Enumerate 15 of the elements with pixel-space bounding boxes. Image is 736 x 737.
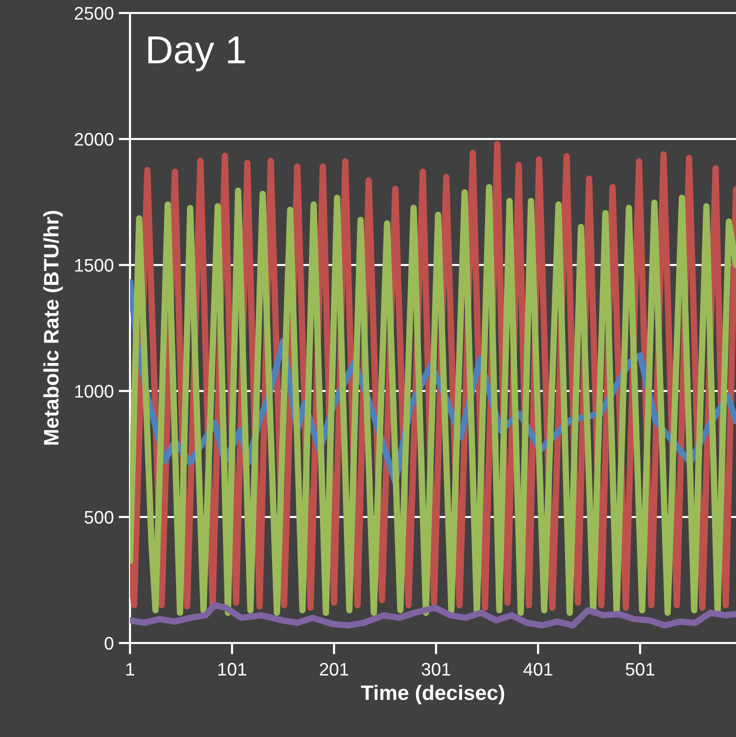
x-tick-label: 201 xyxy=(320,662,348,676)
y-tick-label: 2500 xyxy=(74,6,114,20)
y-tick-label: 2000 xyxy=(74,132,114,146)
text: Day 1 xyxy=(148,36,245,72)
y-axis-title: Metabolic Rate (BTU/hr) xyxy=(43,210,63,445)
x-tick-label: 1 xyxy=(126,663,134,676)
x-axis-title: Time (decisec) xyxy=(361,684,504,704)
y-tick-label: 1000 xyxy=(75,384,114,398)
y-tick-label: 0 xyxy=(104,636,114,650)
x-tick-label: 501 xyxy=(626,662,654,676)
x-tick-label: 401 xyxy=(523,662,552,676)
y-tick-label: 1500 xyxy=(75,258,114,272)
y-tick-label: 500 xyxy=(84,510,114,524)
x-tick-label: 101 xyxy=(218,662,246,676)
x-tick-label: 301 xyxy=(422,662,450,676)
